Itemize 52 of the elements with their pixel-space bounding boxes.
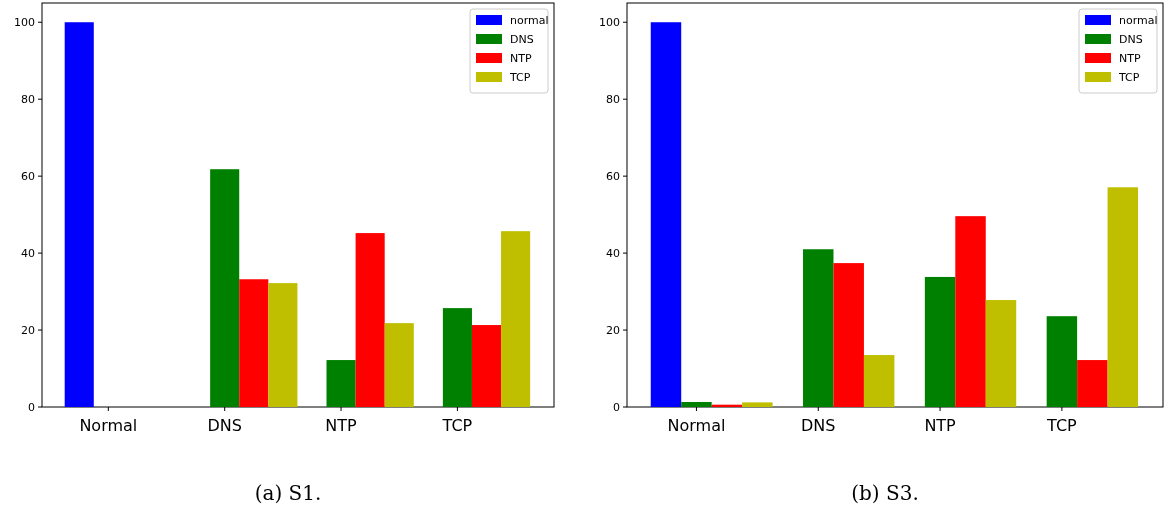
y-tick-label: 0 — [613, 400, 620, 414]
y-tick-label: 100 — [14, 16, 35, 30]
y-tick-label: 20 — [21, 323, 35, 337]
y-tick-label: 0 — [28, 400, 35, 414]
y-tick-label: 60 — [606, 169, 620, 183]
bar — [239, 279, 269, 407]
legend-label: NTP — [510, 51, 532, 65]
bar — [803, 249, 834, 407]
bar — [355, 233, 385, 407]
bar — [1077, 360, 1108, 407]
bar — [268, 283, 298, 407]
x-tick-label: NTP — [924, 416, 957, 435]
y-tick-label: 100 — [599, 16, 620, 30]
bar — [326, 360, 356, 407]
x-tick-label: NTP — [325, 416, 358, 435]
bar — [955, 216, 986, 407]
bar — [64, 22, 94, 407]
y-tick-label: 80 — [21, 93, 35, 107]
legend-label: normal — [510, 13, 549, 27]
bar — [924, 276, 956, 407]
bar — [1046, 316, 1078, 407]
legend-label: normal — [1119, 13, 1158, 27]
bar — [384, 323, 414, 407]
bar — [742, 402, 773, 407]
y-tick-label: 40 — [21, 246, 35, 260]
x-tick-label: DNS — [801, 416, 836, 435]
x-tick-label: Normal — [79, 416, 138, 435]
y-tick-label: 20 — [606, 323, 620, 337]
bar — [1107, 187, 1139, 407]
bar — [442, 308, 472, 407]
bar — [210, 169, 240, 407]
y-tick-label: 40 — [606, 246, 620, 260]
bar — [833, 263, 864, 407]
x-tick-label: TCP — [1046, 416, 1078, 435]
legend-label: TCP — [509, 70, 531, 84]
bar — [681, 402, 712, 407]
bar — [650, 22, 682, 407]
bar — [863, 355, 895, 407]
text: (b) S3. — [851, 481, 919, 505]
legend-label: TCP — [1118, 70, 1140, 84]
bar — [985, 300, 1017, 407]
x-tick-label: Normal — [667, 416, 726, 435]
bar — [471, 325, 502, 407]
x-tick-label: TCP — [441, 416, 473, 435]
legend-label: NTP — [1119, 51, 1141, 65]
y-tick-label: 80 — [606, 93, 620, 107]
bar — [501, 231, 531, 407]
text: (a) S1. — [254, 481, 322, 505]
legend-label: DNS — [510, 32, 534, 46]
legend-label: DNS — [1119, 32, 1143, 46]
x-tick-label: DNS — [207, 416, 242, 435]
y-tick-label: 60 — [21, 169, 35, 183]
